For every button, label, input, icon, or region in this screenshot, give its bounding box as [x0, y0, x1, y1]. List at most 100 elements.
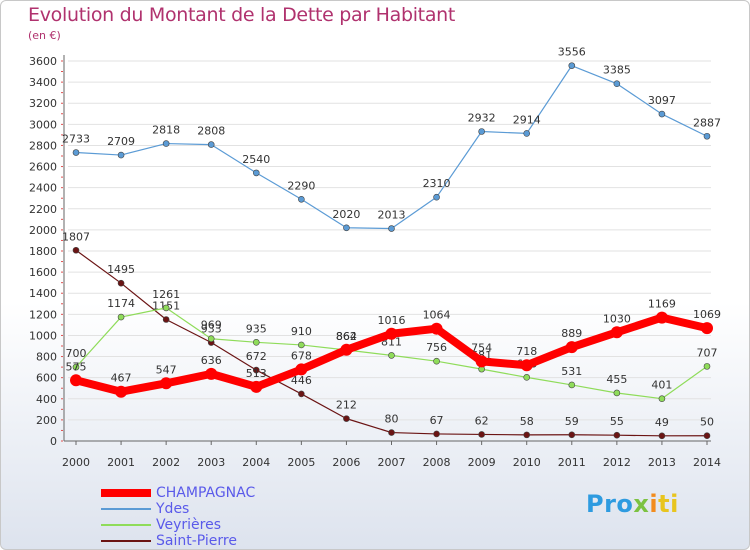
- data-label-veyri-res: 1261: [152, 288, 180, 301]
- data-label-veyri-res: 969: [201, 319, 222, 332]
- x-tick-label: 2001: [107, 456, 135, 469]
- data-point-veyri-res: [117, 313, 125, 321]
- data-label-saint-pierre: 62: [475, 414, 489, 427]
- x-tick-label: 2005: [287, 456, 315, 469]
- data-point-ydes: [568, 62, 576, 69]
- legend-swatch-ydes: [101, 508, 151, 510]
- data-point-veyri-res: [523, 374, 531, 381]
- y-tick-label: 1200: [29, 308, 57, 321]
- y-tick-label: 2200: [29, 203, 57, 216]
- x-tick-label: 2010: [513, 456, 541, 469]
- data-point-saint-pierre: [343, 415, 350, 422]
- data-label-ydes: 2020: [332, 208, 360, 221]
- data-point-veyri-res: [162, 304, 170, 312]
- data-point-ydes: [388, 225, 395, 232]
- legend-swatch-saint-pierre: [101, 540, 151, 542]
- data-label-champagnac: 678: [291, 349, 312, 362]
- legend-label-veyrieres: Veyrières: [156, 517, 222, 533]
- data-label-veyri-res: 935: [246, 322, 267, 335]
- series-line-ydes: [75, 65, 708, 230]
- data-point-veyri-res: [298, 341, 305, 349]
- data-label-saint-pierre: 50: [700, 416, 714, 429]
- x-tick-label: 2009: [468, 456, 496, 469]
- y-tick-label: 400: [36, 393, 57, 406]
- data-label-saint-pierre: 1495: [107, 263, 135, 276]
- x-tick-label: 2014: [693, 456, 721, 469]
- y-tick-label: 1000: [29, 329, 57, 342]
- data-label-saint-pierre: 58: [520, 415, 534, 428]
- data-point-veyri-res: [703, 363, 711, 370]
- data-point-veyri-res: [252, 339, 260, 346]
- data-label-ydes: 2733: [62, 133, 90, 146]
- data-label-ydes: 2818: [152, 124, 180, 137]
- data-point-veyri-res: [658, 395, 666, 402]
- data-label-saint-pierre: 59: [565, 415, 579, 428]
- x-tick-label: 2002: [152, 456, 180, 469]
- y-tick-label: 1600: [29, 266, 57, 279]
- data-point-veyri-res: [433, 357, 440, 365]
- data-point-champagnac: [655, 311, 668, 324]
- data-label-ydes: 2914: [513, 113, 541, 126]
- data-point-veyri-res: [613, 389, 621, 397]
- data-point-saint-pierre: [703, 432, 711, 440]
- data-label-saint-pierre: 55: [610, 415, 624, 428]
- y-tick-label: 0: [50, 435, 57, 448]
- data-point-veyri-res: [388, 352, 395, 359]
- data-point-veyri-res: [568, 381, 576, 389]
- data-label-champagnac: 718: [516, 345, 537, 358]
- data-label-veyri-res: 910: [291, 325, 312, 338]
- data-point-saint-pierre: [298, 390, 305, 398]
- x-tick-label: 2013: [648, 456, 676, 469]
- data-point-champagnac: [475, 355, 488, 368]
- data-point-ydes: [207, 141, 215, 148]
- legend-swatch-veyrieres: [101, 524, 151, 526]
- y-tick-label: 2000: [29, 224, 57, 237]
- x-tick-label: 2011: [558, 456, 586, 469]
- x-tick-label: 2000: [62, 456, 90, 469]
- data-label-saint-pierre: 672: [246, 350, 267, 363]
- data-point-ydes: [703, 132, 711, 140]
- data-label-champagnac: 754: [471, 341, 492, 354]
- data-point-saint-pierre: [433, 430, 440, 438]
- data-point-veyri-res: [207, 335, 215, 343]
- data-point-ydes: [298, 195, 305, 203]
- legend-label-saint-pierre: Saint-Pierre: [156, 533, 237, 549]
- data-label-saint-pierre: 80: [385, 413, 399, 426]
- x-tick-label: 2012: [603, 456, 631, 469]
- data-label-saint-pierre: 933: [201, 323, 222, 336]
- data-label-ydes: 3385: [603, 64, 631, 77]
- legend-swatch-champagnac: [101, 489, 151, 497]
- data-point-saint-pierre: [388, 429, 395, 436]
- y-tick-label: 600: [36, 372, 57, 385]
- data-point-ydes: [343, 224, 350, 232]
- data-label-champagnac: 1016: [378, 314, 406, 327]
- data-point-ydes: [613, 80, 621, 87]
- data-label-champagnac: 575: [66, 360, 87, 373]
- data-label-champagnac: 467: [111, 372, 132, 385]
- y-tick-label: 3000: [29, 118, 57, 131]
- legend-label-ydes: Ydes: [156, 501, 190, 517]
- x-tick-label: 2008: [423, 456, 451, 469]
- data-label-saint-pierre: 446: [291, 374, 312, 387]
- data-label-veyri-res: 455: [606, 373, 627, 386]
- data-label-ydes: 3097: [648, 94, 676, 107]
- data-point-champagnac: [385, 327, 398, 340]
- data-point-champagnac: [565, 341, 578, 354]
- data-point-ydes: [252, 169, 260, 177]
- data-label-champagnac: 1064: [423, 309, 451, 322]
- data-label-ydes: 2887: [693, 116, 721, 129]
- data-point-ydes: [117, 151, 125, 159]
- data-label-ydes: 3556: [558, 46, 586, 59]
- data-point-saint-pierre: [162, 316, 170, 323]
- data-point-champagnac: [295, 363, 308, 376]
- data-point-saint-pierre: [658, 432, 666, 440]
- x-tick-label: 2003: [197, 456, 225, 469]
- data-point-ydes: [478, 128, 485, 135]
- data-label-veyri-res: 531: [561, 365, 582, 378]
- data-label-veyri-res: 862: [336, 330, 357, 343]
- data-point-ydes: [72, 149, 80, 156]
- data-label-saint-pierre: 1807: [62, 230, 90, 243]
- data-label-ydes: 2709: [107, 135, 135, 148]
- data-point-saint-pierre: [117, 279, 125, 287]
- data-point-champagnac: [250, 380, 263, 393]
